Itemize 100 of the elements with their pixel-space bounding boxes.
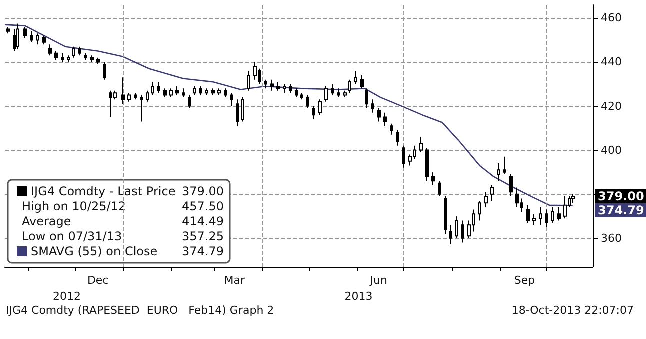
text: 379.00 xyxy=(598,190,644,204)
candlestick xyxy=(497,163,500,182)
candlestick xyxy=(425,148,429,182)
candlestick xyxy=(270,79,274,92)
candlestick xyxy=(127,92,131,102)
candlestick xyxy=(503,156,506,176)
x-tick-label: Mar xyxy=(224,274,246,287)
candlestick xyxy=(396,130,399,146)
candlestick xyxy=(96,57,100,65)
candlestick xyxy=(241,96,244,122)
annotation: 374.79 xyxy=(182,244,224,258)
candlestick xyxy=(140,94,143,122)
candlestick xyxy=(103,62,106,80)
candlestick xyxy=(146,90,149,102)
annotation: 414.49 xyxy=(182,214,224,228)
y-tick-label: 360 xyxy=(601,232,622,245)
annotation: 457.50 xyxy=(182,200,224,214)
candlestick xyxy=(371,99,374,114)
candlestick xyxy=(121,77,125,105)
candlestick xyxy=(431,172,435,186)
candlestick xyxy=(383,112,387,127)
candlestick xyxy=(134,92,137,100)
candlestick xyxy=(224,88,227,98)
candlestick xyxy=(30,30,33,43)
candlestick xyxy=(571,194,575,204)
candlestick xyxy=(54,50,58,61)
candlestick xyxy=(211,88,215,96)
candlestick xyxy=(199,86,202,96)
candlestick xyxy=(84,52,87,61)
candlestick xyxy=(295,88,298,98)
candlestick xyxy=(205,88,208,96)
candlestick xyxy=(539,207,542,226)
text: IJG4 Comdty (RAPESEED EURO Feb14) Graph 2 xyxy=(6,304,274,317)
candlestick xyxy=(306,94,309,109)
legend-label: IJG4 Comdty - Last Price xyxy=(31,184,176,198)
candlestick xyxy=(551,207,554,224)
candlestick xyxy=(157,82,160,94)
candlestick xyxy=(42,35,46,46)
candlestick xyxy=(217,88,221,96)
candlestick xyxy=(478,200,481,222)
x2-tick-label: 2013 xyxy=(344,290,373,303)
y-tick-label: 400 xyxy=(601,144,622,157)
candlestick xyxy=(509,174,513,198)
candlestick xyxy=(264,79,267,90)
candlestick xyxy=(72,46,75,58)
candlestick xyxy=(276,82,280,92)
candlestick xyxy=(484,192,488,208)
candlestick xyxy=(365,88,368,109)
y-tick-label: 420 xyxy=(601,100,622,113)
candlestick xyxy=(300,92,303,100)
candlestick xyxy=(318,99,322,116)
candlestick xyxy=(390,123,393,136)
candlestick xyxy=(188,94,191,109)
candlestick xyxy=(563,196,567,220)
candlestick xyxy=(247,70,250,92)
annotation: Average xyxy=(22,214,72,228)
candlestick xyxy=(324,86,328,102)
annotation: Low on 07/31/13 xyxy=(22,230,122,244)
candlestick xyxy=(377,108,381,122)
text: 18-Oct-2013 22:07:07 xyxy=(512,304,634,317)
text: 374.79 xyxy=(598,204,644,218)
candlestick xyxy=(61,52,64,63)
candlestick xyxy=(253,62,257,80)
candlestick xyxy=(90,55,94,63)
candlestick xyxy=(289,84,292,94)
candlestick xyxy=(449,224,452,245)
y-tick-label: 440 xyxy=(601,56,622,69)
candlestick xyxy=(283,84,286,94)
candlestick xyxy=(78,46,81,56)
candlestick xyxy=(48,44,52,56)
candlestick xyxy=(16,23,19,50)
candlestick xyxy=(419,136,423,154)
candlestick xyxy=(360,74,364,90)
candlestick xyxy=(236,99,239,127)
candlestick xyxy=(402,145,405,168)
candlestick xyxy=(545,209,548,228)
candlestick xyxy=(515,187,519,208)
y-tick-label: 460 xyxy=(601,12,622,25)
candlestick xyxy=(36,33,39,46)
candlestick xyxy=(557,207,561,222)
candlestick xyxy=(6,26,10,34)
candlestick xyxy=(169,88,173,98)
candlestick xyxy=(343,90,347,98)
candlestick xyxy=(67,55,70,63)
candlestick xyxy=(490,185,494,202)
candlestick xyxy=(193,86,196,96)
candlestick xyxy=(312,106,315,120)
candlestick xyxy=(455,216,458,239)
candlestick xyxy=(230,92,233,107)
x-tick-label: Dec xyxy=(87,274,109,287)
candlestick xyxy=(331,84,334,96)
candlestick xyxy=(175,86,179,96)
candlestick xyxy=(348,79,351,94)
candlestick xyxy=(444,196,447,234)
candlestick xyxy=(23,26,27,39)
x2-tick-label: 2012 xyxy=(53,290,82,303)
legend-label: SMAVG (55) on Close xyxy=(31,244,158,258)
annotation: High on 10/25/12 xyxy=(22,200,126,214)
candlestick xyxy=(532,214,536,226)
candlestick xyxy=(182,88,185,98)
